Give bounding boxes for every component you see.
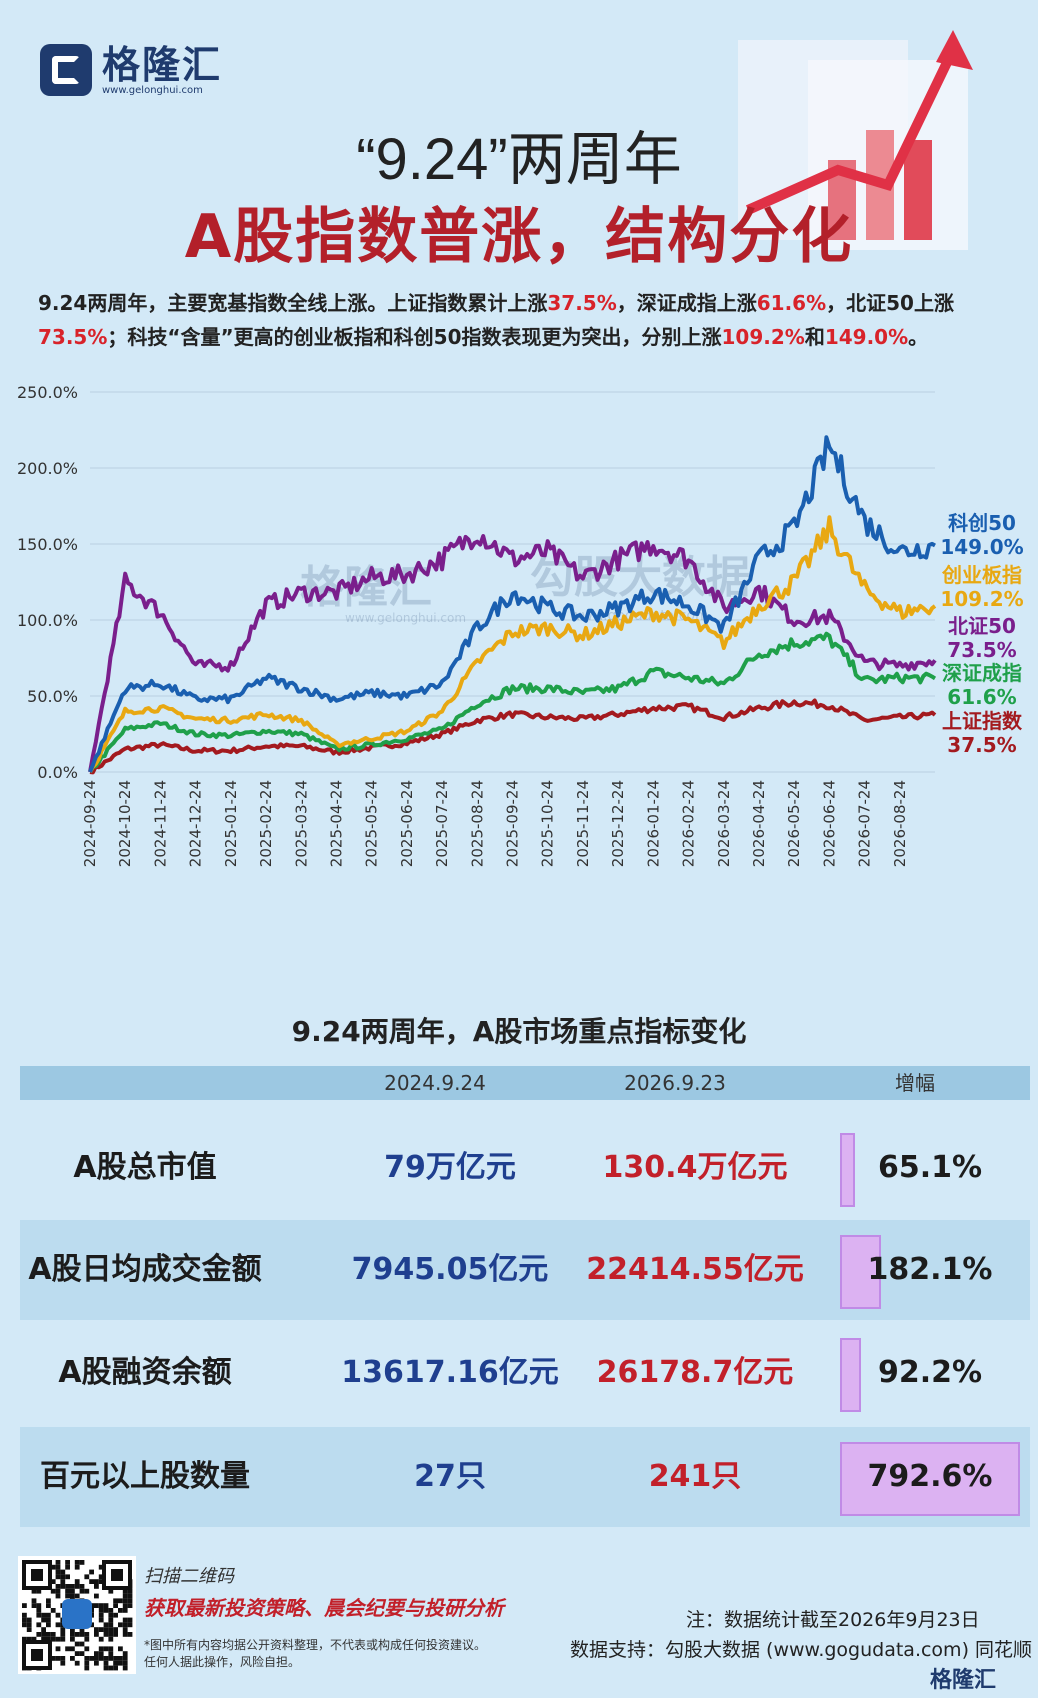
page-title: “9.24”两周年 — [356, 127, 682, 192]
x-tick-label: 2025-02-24 — [257, 780, 275, 867]
x-tick-label: 2025-08-24 — [468, 780, 486, 867]
x-tick-label: 2025-05-24 — [363, 780, 381, 867]
x-tick-label: 2026-01-24 — [644, 780, 662, 867]
pct-bar — [840, 1235, 882, 1309]
series-value-label: 109.2% — [940, 587, 1023, 611]
series-value-label: 61.6% — [947, 685, 1016, 709]
row-new: 130.4万亿元 — [602, 1150, 788, 1185]
x-tick-label: 2026-02-24 — [680, 780, 698, 867]
series-name-label: 上证指数 — [942, 709, 1023, 733]
row-name: A股融资余额 — [58, 1355, 232, 1390]
data-note: 注：数据统计截至2026年9月23日 — [686, 1609, 980, 1631]
pct-bar — [840, 1133, 855, 1207]
row-new: 241只 — [648, 1459, 742, 1494]
series-line — [89, 698, 937, 775]
row-name: 百元以上股数量 — [40, 1459, 250, 1494]
row-name: A股日均成交金额 — [28, 1252, 262, 1287]
row-pct: 792.6% — [867, 1459, 993, 1494]
x-tick-label: 2025-06-24 — [398, 780, 416, 867]
watermark-url: www.gelonghui.com — [345, 611, 466, 625]
row-old: 7945.05亿元 — [351, 1252, 549, 1287]
series-line — [88, 631, 937, 774]
y-tick-label: 250.0% — [17, 383, 78, 402]
y-tick-label: 200.0% — [17, 459, 78, 478]
intro-paragraph: 9.24两周年，主要宽基指数全线上涨。上证指数累计上涨37.5%，深证成指上涨6… — [38, 291, 954, 349]
row-old: 27只 — [414, 1459, 486, 1494]
x-tick-label: 2024-11-24 — [151, 780, 169, 867]
disclaimer: *图中所有内容均据公开资料整理，不代表或构成任何投资建议。 任何人据此操作，风险… — [144, 1638, 487, 1669]
row-pct: 92.2% — [877, 1355, 983, 1390]
row-old: 13617.16亿元 — [341, 1355, 559, 1390]
logo-name: 格隆汇 — [102, 42, 223, 87]
logo: 格隆汇 www.gelonghui.com — [40, 44, 222, 96]
row-pct: 65.1% — [877, 1150, 983, 1185]
pct-bar — [840, 1442, 1020, 1516]
x-tick-label: 2026-06-24 — [820, 780, 838, 867]
scan-prompt: 扫描二维码 — [144, 1566, 234, 1587]
series-line — [88, 435, 936, 773]
series-name-label: 创业板指 — [941, 563, 1022, 587]
table-title: 9.24两周年，A股市场重点指标变化 — [291, 1015, 747, 1048]
row-old: 79万亿元 — [384, 1150, 516, 1185]
x-tick-label: 2025-11-24 — [574, 780, 592, 867]
x-tick-label: 2026-04-24 — [750, 780, 768, 867]
x-tick-label: 2026-05-24 — [785, 780, 803, 867]
row-new: 22414.55亿元 — [586, 1252, 804, 1287]
data-source: 数据支持：勾股大数据 (www.gogudata.com) 同花顺 — [570, 1639, 1033, 1661]
x-tick-label: 2025-01-24 — [222, 780, 240, 867]
table-row: 百元以上股数量 27只 241只 792.6% — [20, 1427, 1030, 1527]
watermark-text: 格隆汇 — [300, 562, 432, 613]
x-tick-label: 2025-07-24 — [433, 780, 451, 867]
slogan: 获取最新投资策略、晨会纪要与投研分析 — [144, 1596, 504, 1620]
x-tick-label: 2025-03-24 — [292, 780, 310, 867]
series-line — [88, 534, 937, 773]
x-tick-label: 2024-10-24 — [116, 780, 134, 867]
series-value-label: 149.0% — [940, 535, 1023, 559]
x-tick-label: 2026-03-24 — [715, 780, 733, 867]
column-header-pct: 增幅 — [895, 1071, 935, 1095]
qr-logo-icon — [62, 1599, 92, 1629]
x-tick-label: 2025-12-24 — [609, 780, 627, 867]
pct-bar — [840, 1338, 861, 1412]
y-tick-label: 0.0% — [37, 763, 78, 782]
table-row: A股融资余额 13617.16亿元 26178.7亿元 92.2% — [20, 1323, 1030, 1423]
table-header — [20, 1066, 1030, 1100]
x-tick-label: 2025-10-24 — [539, 780, 557, 867]
table-row: A股日均成交金额 7945.05亿元 22414.55亿元 182.1% — [20, 1220, 1030, 1320]
series-name-label: 科创50 — [948, 511, 1016, 535]
qr-code[interactable] — [18, 1556, 136, 1674]
column-header-new: 2026.9.23 — [624, 1071, 726, 1095]
x-tick-label: 2025-09-24 — [504, 780, 522, 867]
x-tick-label: 2026-08-24 — [891, 780, 909, 867]
series-line — [88, 515, 937, 773]
table-row: A股总市值 79万亿元 130.4万亿元 65.1% — [20, 1118, 1030, 1218]
logo-url: www.gelonghui.com — [102, 84, 203, 96]
series-value-label: 37.5% — [947, 733, 1016, 757]
footer-brand: 格隆汇 — [930, 1668, 997, 1693]
logo-icon — [40, 44, 92, 96]
row-new: 26178.7亿元 — [596, 1355, 794, 1390]
chart-grid — [90, 391, 935, 773]
y-axis-ticks: 0.0% 50.0% 100.0% 150.0% 200.0% 250.0% — [17, 383, 78, 782]
x-axis-ticks: 2024-09-24 2024-10-24 2024-11-24 2024-12-24… — [81, 780, 909, 867]
x-tick-label: 2025-04-24 — [327, 780, 345, 867]
y-tick-label: 50.0% — [27, 687, 78, 706]
series-value-label: 73.5% — [947, 638, 1016, 662]
row-pct: 182.1% — [867, 1252, 993, 1287]
page-subtitle: A股指数普涨，结构分化 — [184, 202, 854, 272]
series-lines — [88, 435, 937, 775]
x-tick-label: 2026-07-24 — [856, 780, 874, 867]
series-name-label: 北证50 — [948, 614, 1016, 638]
index-line-chart: 格隆汇 www.gelonghui.com 勾股大数据 www.gogudata… — [17, 383, 1024, 867]
watermark: 格隆汇 www.gelonghui.com 勾股大数据 www.gogudata… — [300, 552, 750, 625]
column-header-old: 2024.9.24 — [384, 1071, 486, 1095]
series-name-label: 深证成指 — [942, 661, 1022, 685]
row-name: A股总市值 — [73, 1150, 217, 1185]
growth-arrow-illustration — [738, 30, 973, 250]
y-tick-label: 150.0% — [17, 535, 78, 554]
x-tick-label: 2024-12-24 — [187, 780, 205, 867]
y-tick-label: 100.0% — [17, 611, 78, 630]
x-tick-label: 2024-09-24 — [81, 780, 99, 867]
